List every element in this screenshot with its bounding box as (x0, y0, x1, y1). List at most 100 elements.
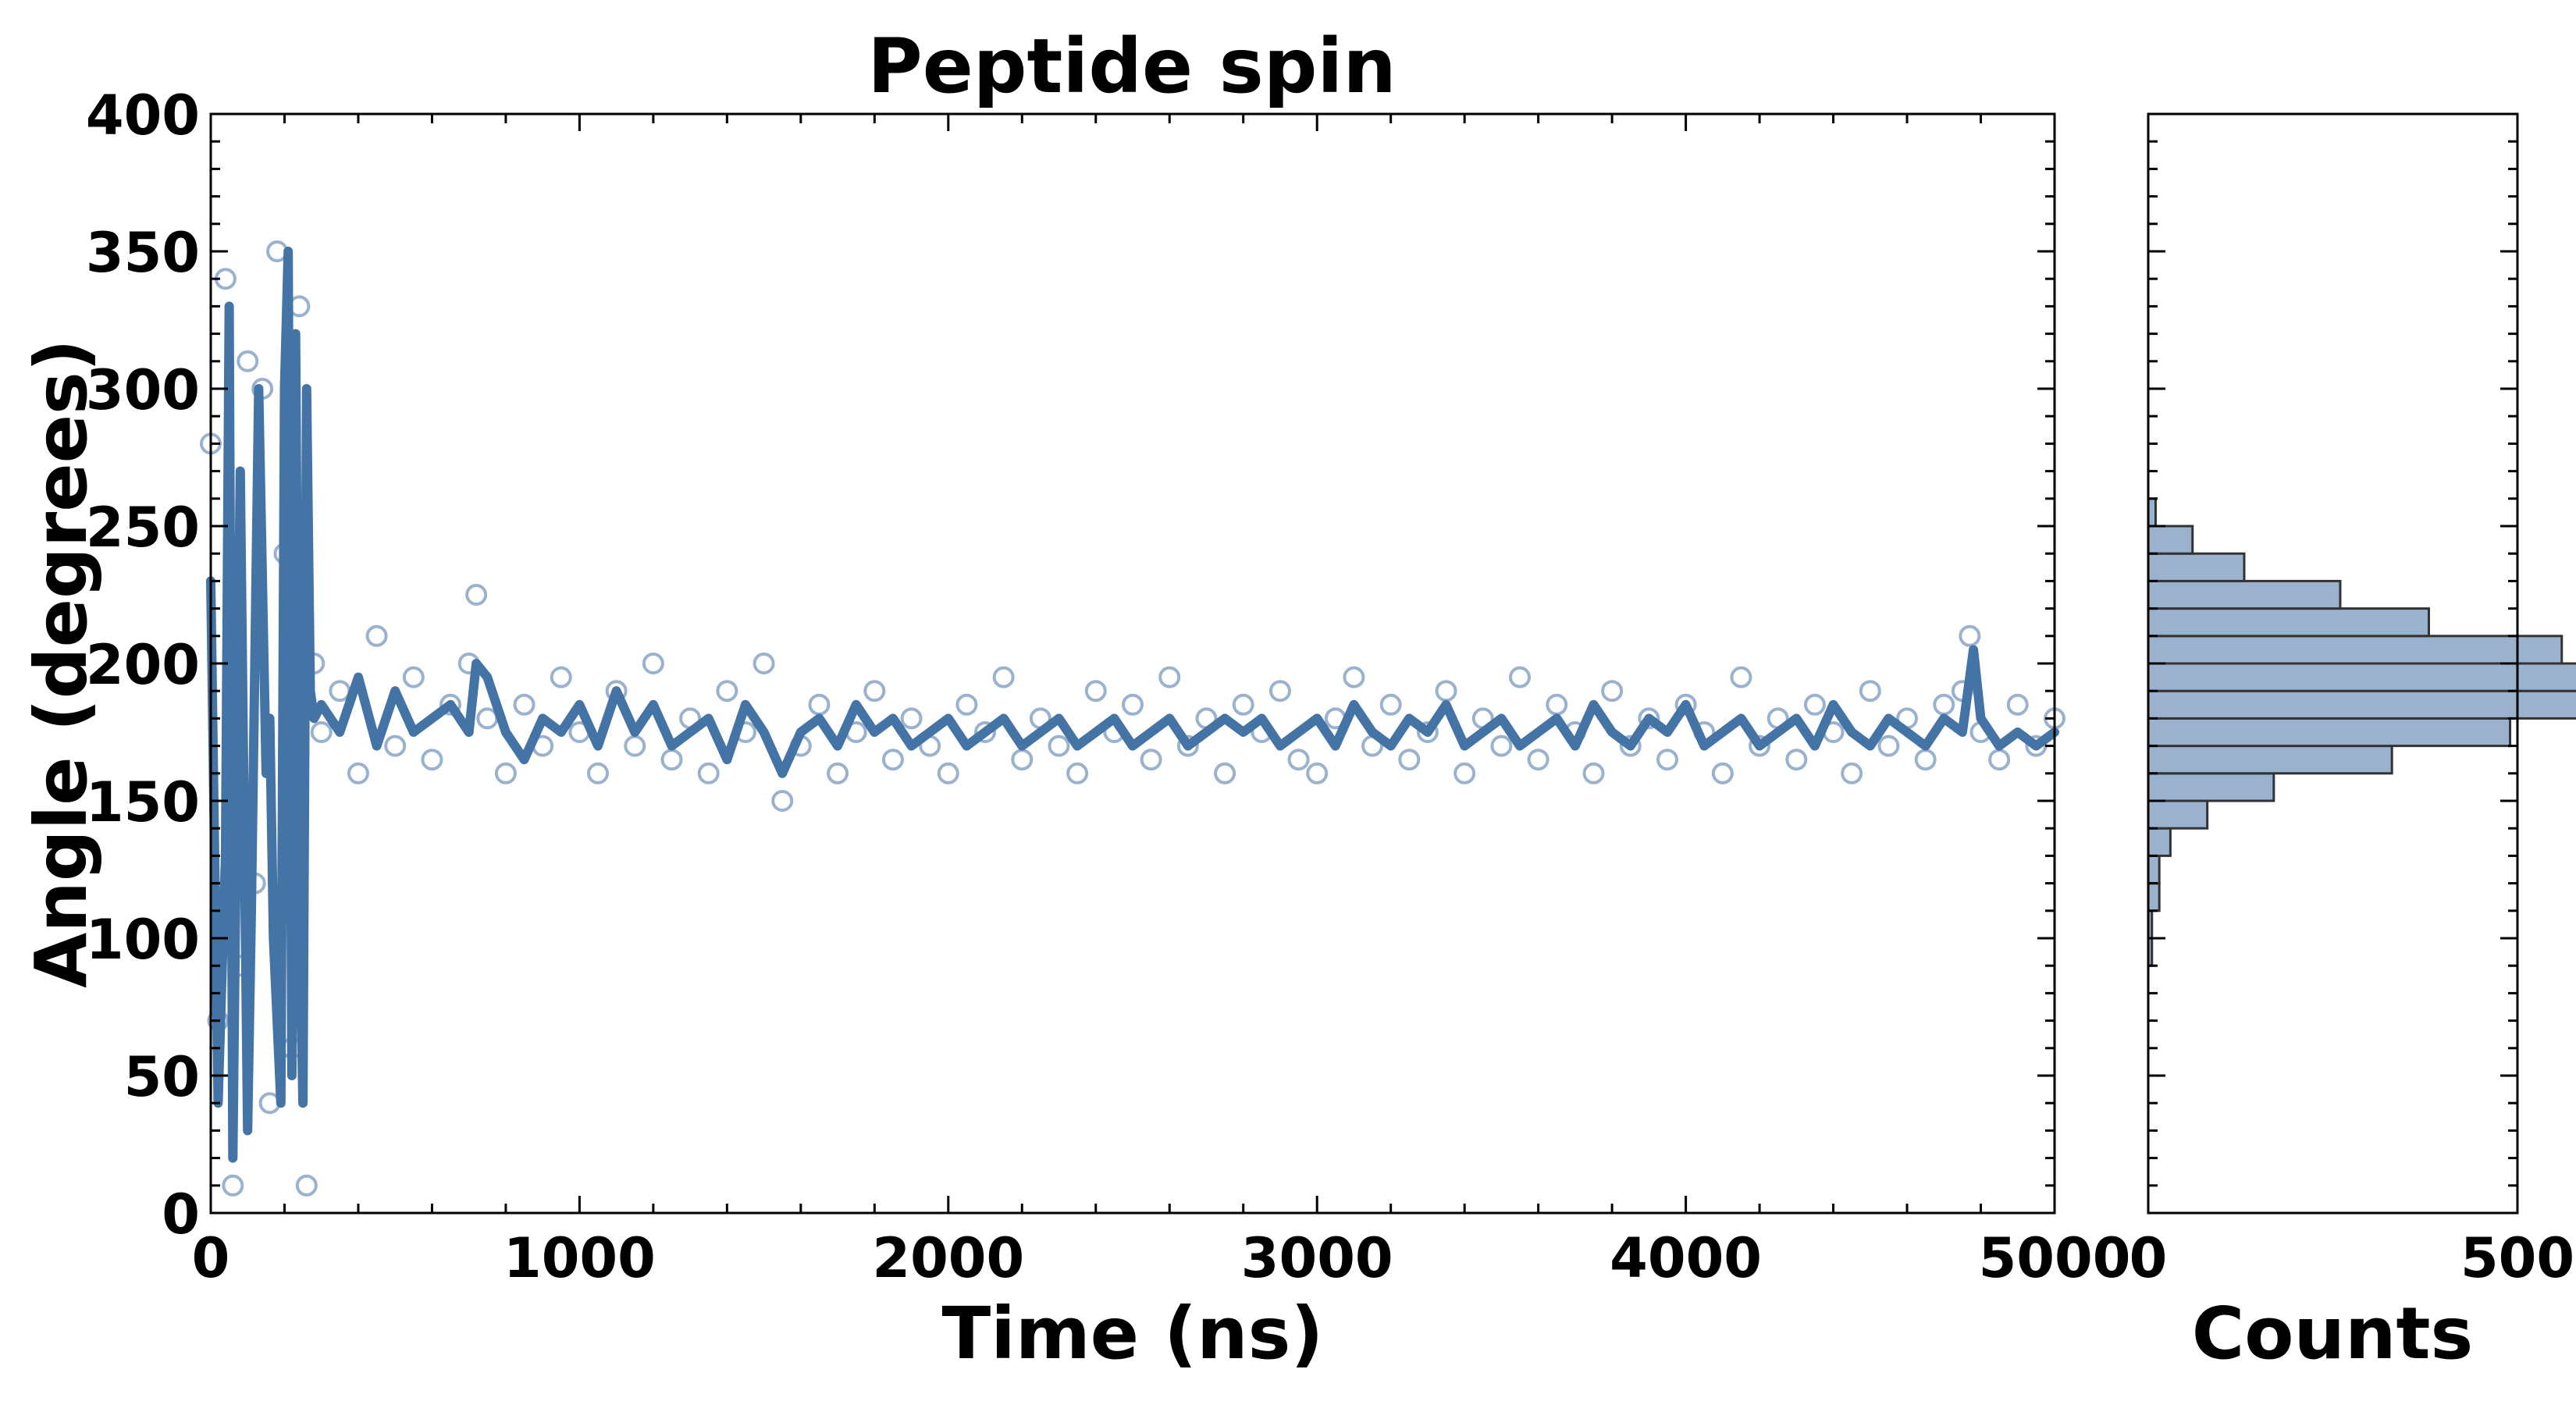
histogram-bar (2147, 552, 2246, 582)
data-point (1066, 762, 1089, 784)
data-point (347, 762, 369, 784)
data-point (1785, 749, 1808, 771)
data-point (494, 762, 517, 784)
data-point (2006, 693, 2029, 716)
y-axis-label: Angle (degrees) (20, 339, 103, 988)
data-point (1601, 680, 1624, 702)
y-tick-label: 100 (86, 908, 200, 972)
data-point (513, 693, 535, 716)
x-tick-label: 0 (192, 1226, 230, 1290)
histogram-bar (2147, 772, 2275, 802)
data-point (1398, 749, 1421, 771)
data-point (642, 653, 664, 674)
histogram-bar (2147, 717, 2512, 748)
data-point (1619, 735, 1642, 757)
data-point (1232, 693, 1254, 716)
histogram-bar (2147, 882, 2161, 912)
data-point (295, 1174, 318, 1197)
data-point (881, 749, 904, 771)
data-point (1638, 707, 1660, 730)
data-point (1453, 762, 1476, 784)
data-point (1859, 680, 1881, 702)
data-point (1933, 693, 1955, 716)
x-tick-label: 4000 (1610, 1226, 1762, 1290)
histogram-bar (2147, 854, 2161, 885)
y-tick-label: 300 (86, 358, 200, 422)
data-point (587, 762, 610, 784)
data-point (439, 693, 462, 716)
hist-x-tick-label: 500 (2460, 1226, 2574, 1290)
data-point (716, 680, 738, 702)
data-point (660, 749, 683, 771)
running-mean-line (206, 247, 2059, 1163)
data-point (753, 653, 775, 674)
histogram-bar (2147, 525, 2194, 555)
y-tick-label: 350 (86, 221, 200, 285)
histogram-bar (2147, 579, 2342, 610)
data-point (1416, 721, 1439, 743)
main-axis-ticks: 0 1000 2000 3000 4000 5000 0 50 100 150 200 250 300 3… (86, 84, 2131, 1290)
data-point (1988, 749, 2011, 771)
data-point (900, 707, 923, 730)
data-point (955, 693, 978, 716)
data-point (1582, 762, 1605, 784)
data-point (1048, 735, 1070, 757)
data-point (402, 666, 425, 688)
main-plot-area: 0 1000 2000 3000 4000 5000 0 50 100 150 200 250 300 3… (86, 84, 2131, 1290)
data-point (1711, 762, 1734, 784)
data-point (1877, 735, 1900, 757)
data-point (1287, 749, 1310, 771)
data-point (465, 584, 488, 606)
data-point (1176, 735, 1199, 757)
histogram-x-label: Counts (2192, 1292, 2473, 1375)
data-point (1656, 749, 1678, 771)
data-point (1749, 735, 1771, 757)
data-point (771, 790, 794, 812)
histogram-area: 0 500 (2129, 112, 2576, 1290)
histogram-bar (2147, 689, 2576, 720)
data-point (1959, 624, 1981, 647)
data-point (1214, 762, 1236, 784)
data-point (421, 749, 443, 771)
x-tick-label: 3000 (1241, 1226, 1393, 1290)
data-point (384, 735, 407, 757)
data-point (827, 762, 849, 784)
y-tick-label: 400 (86, 84, 200, 148)
chart-title: Peptide spin (867, 23, 1396, 110)
histogram-bar (2147, 827, 2172, 857)
data-point (310, 721, 333, 743)
data-point (697, 762, 720, 784)
y-tick-label: 250 (86, 496, 200, 560)
data-point (550, 666, 572, 688)
data-point (974, 721, 997, 743)
y-tick-label: 50 (124, 1045, 200, 1109)
data-point (1527, 749, 1550, 771)
data-point (476, 707, 499, 730)
histogram-bar (2147, 607, 2430, 638)
data-point (1158, 666, 1181, 688)
data-point (1546, 693, 1568, 716)
x-axis-label: Time (ns) (942, 1292, 1324, 1375)
data-point (1490, 735, 1513, 757)
data-point (1140, 749, 1162, 771)
x-tick-label: 2000 (872, 1226, 1024, 1290)
histogram-bar (2147, 635, 2564, 665)
data-point (1509, 666, 1532, 688)
data-point (329, 680, 351, 702)
data-point (1841, 762, 1863, 784)
data-point (1803, 693, 1826, 716)
data-point (1343, 666, 1365, 688)
data-point (1435, 680, 1457, 702)
x-tick-label: 1000 (503, 1226, 656, 1290)
data-point (237, 350, 259, 372)
histogram-bar (2147, 662, 2576, 692)
data-point (1306, 762, 1329, 784)
data-point (1084, 680, 1107, 702)
data-point (1379, 693, 1402, 716)
data-point (937, 762, 959, 784)
histogram-bar (2147, 745, 2393, 775)
data-point (1730, 666, 1752, 688)
histogram-axis-ticks: 0 500 (2129, 112, 2574, 1290)
data-point (222, 1174, 244, 1197)
